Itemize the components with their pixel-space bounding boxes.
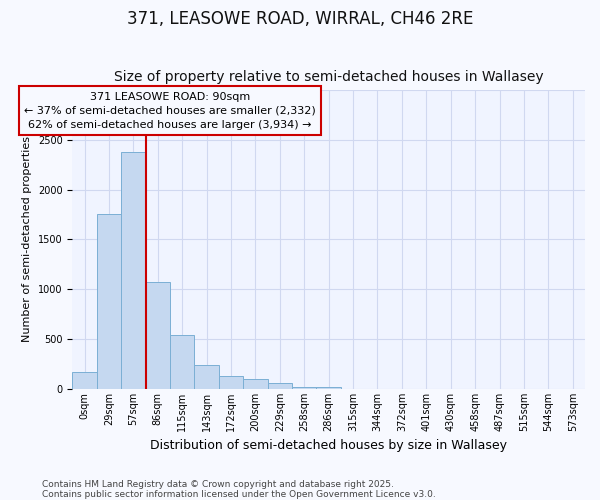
Bar (219, 376, 243, 389)
Text: 371 LEASOWE ROAD: 90sqm
← 37% of semi-detached houses are smaller (2,332)
62% of: 371 LEASOWE ROAD: 90sqm ← 37% of semi-de… (24, 92, 316, 130)
Bar (292, 386, 316, 389)
Title: Size of property relative to semi-detached houses in Wallasey: Size of property relative to semi-detach… (114, 70, 544, 85)
Bar (316, 386, 341, 389)
Bar (121, 152, 146, 389)
Bar (170, 335, 194, 389)
Text: 371, LEASOWE ROAD, WIRRAL, CH46 2RE: 371, LEASOWE ROAD, WIRRAL, CH46 2RE (127, 10, 473, 28)
Bar (97, 214, 121, 389)
Bar (73, 372, 97, 389)
Bar (268, 383, 292, 389)
Bar (243, 379, 268, 389)
X-axis label: Distribution of semi-detached houses by size in Wallasey: Distribution of semi-detached houses by … (150, 440, 507, 452)
Bar (194, 365, 219, 389)
Text: Contains HM Land Registry data © Crown copyright and database right 2025.
Contai: Contains HM Land Registry data © Crown c… (42, 480, 436, 499)
Bar (146, 282, 170, 389)
Y-axis label: Number of semi-detached properties: Number of semi-detached properties (22, 136, 32, 342)
